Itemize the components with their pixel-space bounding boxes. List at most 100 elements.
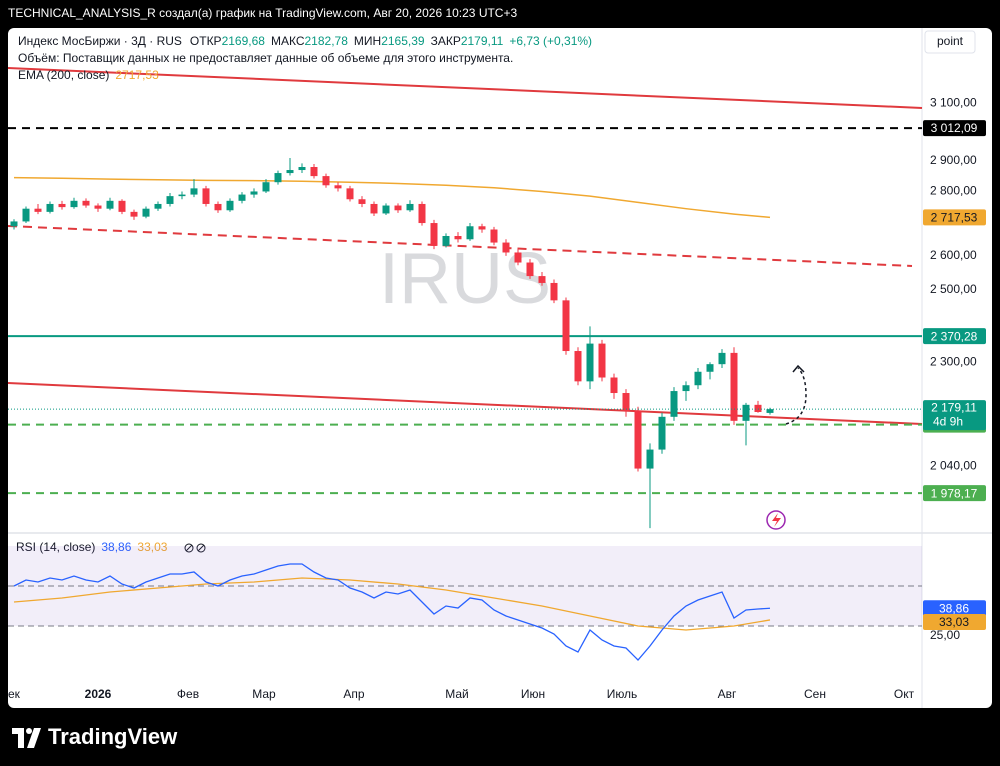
candle-body [682, 385, 690, 392]
brand-logo [12, 728, 41, 748]
level-label-box [923, 485, 986, 502]
candle-body [346, 188, 354, 200]
candle-body [622, 393, 630, 411]
candle-body [70, 200, 78, 208]
legend-icons [184, 543, 206, 553]
rsi-ma-value: 33,03 [137, 540, 167, 554]
candle-body [718, 352, 726, 365]
candle-body [262, 182, 270, 192]
value: 2169,68 [222, 34, 266, 48]
candle-body [598, 343, 606, 378]
candle-body [382, 205, 390, 214]
scale-button[interactable] [924, 30, 976, 54]
candle-body [478, 226, 486, 230]
candle-body [10, 221, 18, 227]
level-label: 2 370,28 [931, 329, 978, 343]
candle-body [94, 205, 102, 209]
event-icon[interactable] [766, 510, 786, 530]
candle-body [286, 170, 294, 174]
y-tick-label: 2 300,00 [930, 354, 977, 368]
candle-body [358, 199, 366, 204]
candle-body [202, 188, 210, 204]
candle-body [586, 343, 594, 382]
time-label: Июль [607, 687, 638, 701]
candle-body [670, 391, 678, 417]
candle-body [298, 167, 306, 171]
ema-value: 2717,53 [115, 68, 159, 82]
time-label: Июн [521, 687, 545, 701]
symbol: Индекс МосБиржи · 3Д · RUS [18, 34, 182, 48]
candle-body [538, 276, 546, 283]
candle-body [250, 191, 258, 195]
rsi-band [8, 546, 922, 626]
last-price-label: 2 179,11 [931, 400, 977, 414]
candle-body [310, 167, 318, 177]
rsi-line [13, 563, 771, 661]
time-label: Мар [252, 687, 276, 701]
label: ЗАКР [431, 34, 461, 48]
trend-line [7, 225, 913, 267]
label: ОТКР [190, 34, 222, 48]
y-tick-label: 2 600,00 [930, 248, 977, 262]
ema-name: EMA (200, close) [18, 68, 109, 82]
y-tick-label: 2 500,00 [930, 282, 977, 296]
event-bolt [772, 513, 781, 527]
candle-body [130, 211, 138, 217]
candle-body [46, 203, 54, 212]
rsi-label: 38,86 [939, 601, 969, 615]
candle-body [634, 410, 642, 469]
candle-body [658, 416, 666, 450]
author-line: TECHNICAL_ANALYSIS_R создал(а) график на… [8, 6, 517, 20]
candle-body [706, 364, 714, 372]
candle-body [442, 236, 450, 246]
legend-line: Индекс МосБиржи · 3Д · RUS ОТКР2169,68 МАК… [18, 34, 592, 48]
trend-line [7, 382, 923, 425]
chart-panel [8, 28, 992, 708]
candle-body [562, 300, 570, 352]
time-label: Сен [804, 687, 826, 701]
candle-body [226, 200, 234, 211]
projection-arrow [785, 367, 807, 425]
level-label-box [923, 120, 986, 137]
candle-body [514, 252, 522, 263]
candle-body [490, 229, 498, 243]
candle-body [766, 409, 774, 413]
candle-body [370, 203, 378, 214]
candle-body [154, 203, 162, 209]
candle-body [22, 208, 30, 222]
rsi-name: RSI (14, close) [16, 540, 95, 554]
candle-body [190, 188, 198, 195]
rsi-ma-label: 33,03 [939, 615, 969, 629]
time-label: Май [445, 687, 469, 701]
watermark: IRUS [379, 239, 551, 319]
candle-body [394, 205, 402, 211]
arrow-head [792, 364, 805, 373]
y-tick-label: 3 100,00 [930, 95, 977, 109]
rsi-ma-line [13, 577, 771, 631]
value: 2165,39 [381, 34, 425, 48]
last-price-box [923, 400, 986, 431]
candle-body [418, 203, 426, 224]
ema-label: 2 717,53 [931, 211, 978, 225]
time-label: 2026 [85, 687, 112, 701]
rsi-ma-label-box [923, 613, 986, 630]
rsi-legend: RSI (14, close) 38,86 33,03 [16, 540, 168, 554]
y-tick-label: 2 040,00 [930, 459, 977, 473]
rsi-label-box [923, 600, 986, 617]
change: +6,73 (+0,31%) [509, 34, 592, 48]
candle-body [178, 194, 186, 197]
candle-body [142, 208, 150, 217]
time-label: Фев [177, 687, 199, 701]
candle-body [430, 223, 438, 246]
brand: TradingView [48, 724, 178, 749]
label: МАКС [271, 34, 305, 48]
level-label: 1 978,17 [931, 486, 978, 500]
level-label-box [923, 328, 986, 345]
value: 2182,78 [305, 34, 349, 48]
candle-body [610, 377, 618, 394]
candle-body [466, 226, 474, 240]
ema-label-box [923, 209, 986, 226]
candle-body [526, 262, 534, 277]
candle-body [334, 185, 342, 189]
